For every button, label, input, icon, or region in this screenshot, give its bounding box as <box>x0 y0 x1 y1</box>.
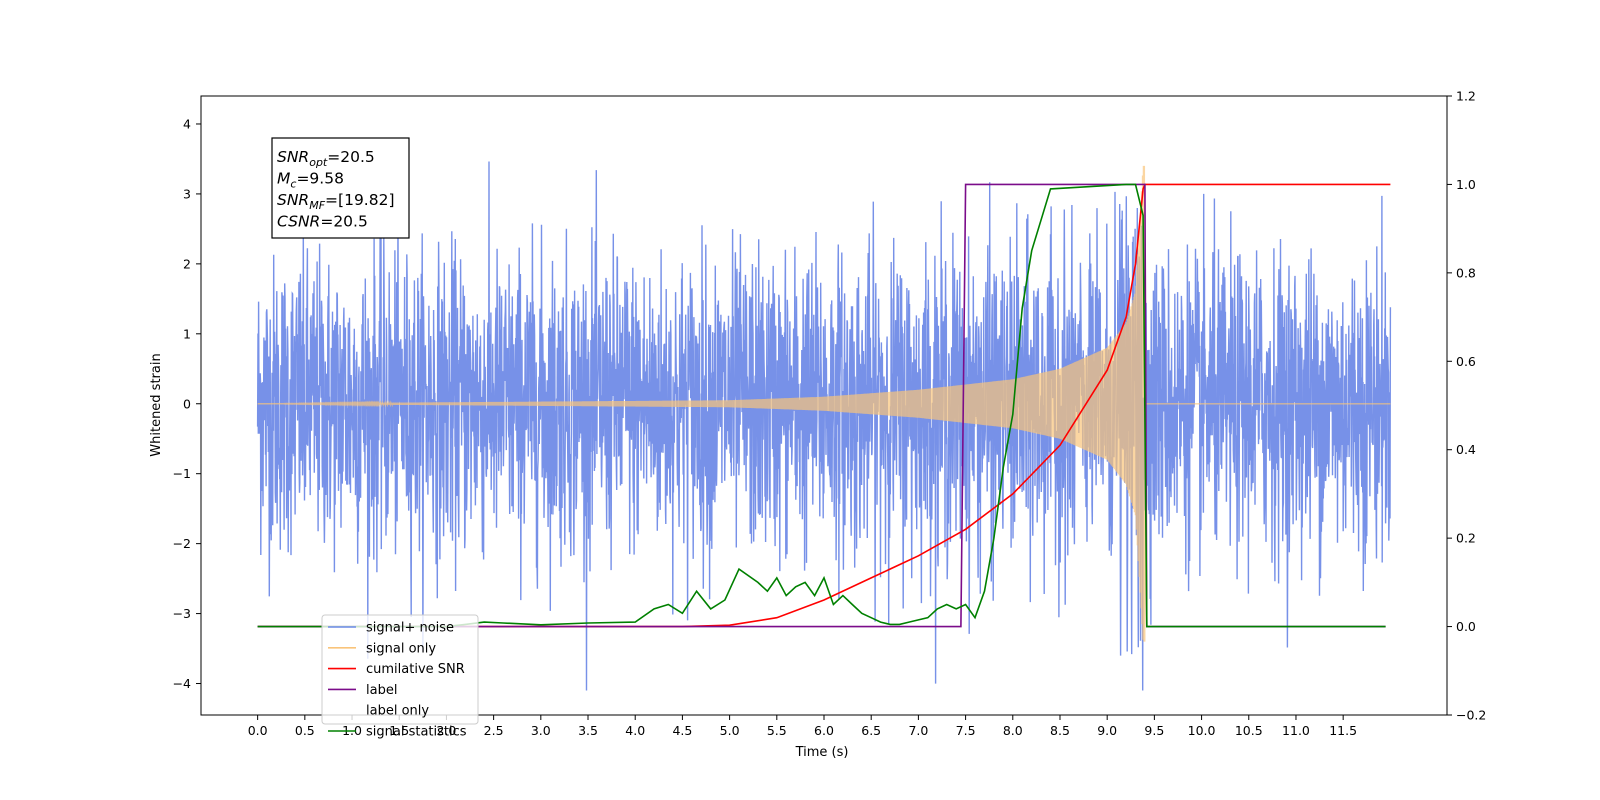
annotation-line: SNRMF=[19.82] <box>277 191 395 212</box>
y-right-tick-label: 0.6 <box>1456 354 1476 369</box>
y-tick-label: 0 <box>183 396 191 411</box>
x-tick-label: 6.0 <box>814 723 834 738</box>
x-tick-label: 9.5 <box>1144 723 1164 738</box>
x-axis-label: Time (s) <box>795 745 849 760</box>
annotation-line: Mc=9.58 <box>277 170 344 191</box>
series-signal-plus-noise <box>256 161 1392 691</box>
x-tick-label: 10.0 <box>1188 723 1216 738</box>
y-right-tick-label: 0.8 <box>1456 265 1476 280</box>
y-right-tick-label: 1.2 <box>1456 89 1476 104</box>
series-cumilative-snr <box>257 183 1391 628</box>
legend-label: signal statistics <box>366 725 467 740</box>
y-right-tick-label: 0.4 <box>1456 442 1476 457</box>
annotation-line: CSNR=20.5 <box>277 213 368 231</box>
x-tick-label: 5.0 <box>720 723 740 738</box>
series-signal-statistics <box>257 183 1386 628</box>
annotation-box <box>271 137 410 239</box>
x-tick-label: 10.5 <box>1235 723 1263 738</box>
x-tick-label: 9.0 <box>1097 723 1117 738</box>
x-tick-label: 1.5 <box>389 723 409 738</box>
x-tick-label: 7.5 <box>956 723 976 738</box>
annotation-line: SNRopt=20.5 <box>277 148 375 169</box>
y-tick-label: −3 <box>173 606 191 621</box>
series-signal-only <box>257 165 1391 642</box>
legend-label: label only <box>366 704 429 719</box>
x-tick-label: 5.5 <box>767 723 787 738</box>
y-tick-label: 3 <box>183 186 191 201</box>
y-tick-label: 4 <box>183 116 191 131</box>
x-tick-label: 7.0 <box>908 723 928 738</box>
y-tick-label: −1 <box>173 466 191 481</box>
y-right-tick-label: 1.0 <box>1456 177 1476 192</box>
y-right-tick-label: 0.0 <box>1456 619 1476 634</box>
x-tick-label: 2.5 <box>484 723 504 738</box>
y-tick-label: 1 <box>183 326 191 341</box>
y-tick-label: −2 <box>173 536 191 551</box>
x-tick-label: 2.0 <box>436 723 456 738</box>
x-tick-label: 8.5 <box>1050 723 1070 738</box>
y-right-tick-label: 0.2 <box>1456 531 1476 546</box>
x-tick-label: 6.5 <box>861 723 881 738</box>
y-right-tick-label: −0.2 <box>1456 708 1486 723</box>
legend-box <box>321 614 479 725</box>
x-tick-label: 11.0 <box>1282 723 1310 738</box>
x-tick-label: 3.0 <box>531 723 551 738</box>
y-tick-label: 2 <box>183 256 191 271</box>
x-tick-label: 4.5 <box>672 723 692 738</box>
legend-label: signal+ noise <box>366 621 454 636</box>
y-tick-label: −4 <box>173 676 191 691</box>
x-tick-label: 0.0 <box>248 723 268 738</box>
x-tick-label: 3.5 <box>578 723 598 738</box>
x-tick-label: 4.0 <box>625 723 645 738</box>
y-axis-label: Whitened strain <box>149 353 164 456</box>
legend-label: cumilative SNR <box>366 662 465 677</box>
x-tick-label: 0.5 <box>295 723 315 738</box>
legend-label: label <box>366 683 397 698</box>
x-tick-label: 11.5 <box>1329 723 1357 738</box>
x-tick-label: 8.0 <box>1003 723 1023 738</box>
legend-label: signal only <box>366 641 436 656</box>
